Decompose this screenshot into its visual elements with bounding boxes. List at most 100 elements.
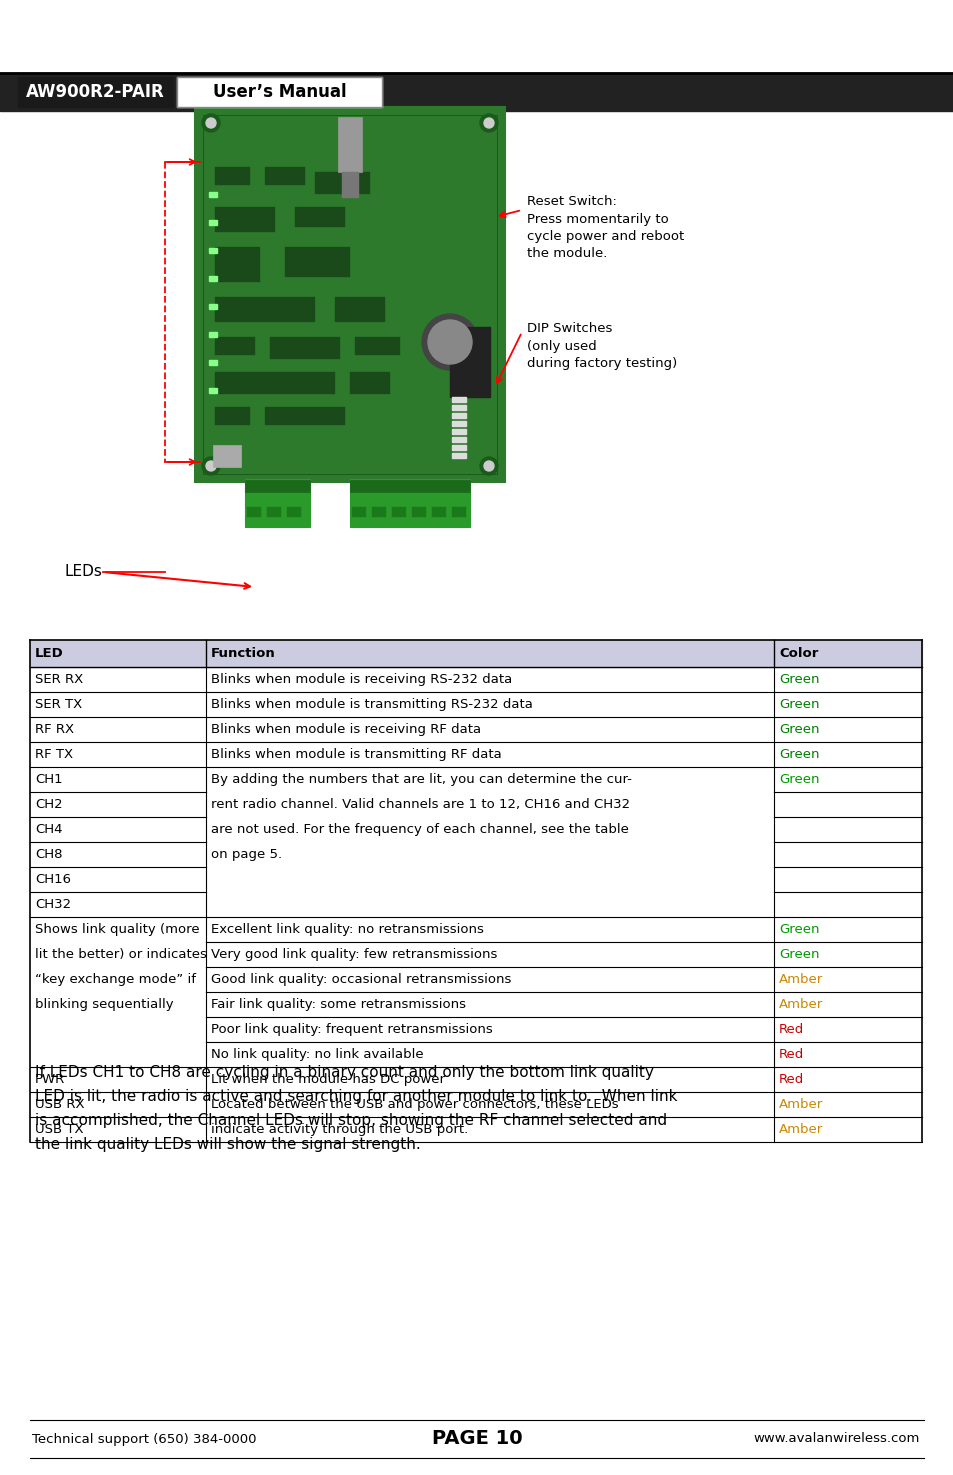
Bar xyxy=(265,407,345,425)
Text: LEDs: LEDs xyxy=(65,565,103,580)
Bar xyxy=(337,117,361,173)
Bar xyxy=(267,507,281,518)
Text: Amber: Amber xyxy=(778,974,822,985)
Text: LED is lit, the radio is active and searching for another module to link to.  Wh: LED is lit, the radio is active and sear… xyxy=(35,1089,677,1103)
Text: USB RX: USB RX xyxy=(35,1097,85,1111)
Circle shape xyxy=(479,114,497,131)
Text: SER TX: SER TX xyxy=(35,698,82,711)
Text: Located between the USB and power connectors, these LEDs: Located between the USB and power connec… xyxy=(211,1097,618,1111)
Text: Fair link quality: some retransmissions: Fair link quality: some retransmissions xyxy=(211,999,465,1010)
Bar xyxy=(177,77,381,108)
Text: CH8: CH8 xyxy=(35,848,63,861)
Text: RF TX: RF TX xyxy=(35,748,73,761)
Bar xyxy=(194,108,504,482)
Bar xyxy=(335,296,385,322)
Text: PAGE 10: PAGE 10 xyxy=(432,1429,521,1448)
Text: Amber: Amber xyxy=(778,999,822,1010)
Circle shape xyxy=(202,114,220,131)
Bar xyxy=(30,968,921,993)
Bar xyxy=(30,917,921,943)
Circle shape xyxy=(206,462,215,471)
Bar xyxy=(214,296,314,322)
Circle shape xyxy=(206,118,215,128)
Bar xyxy=(287,507,301,518)
Bar xyxy=(30,842,921,867)
Text: Amber: Amber xyxy=(778,1097,822,1111)
Text: AW900R2-PAIR: AW900R2-PAIR xyxy=(26,83,165,100)
Text: USB TX: USB TX xyxy=(35,1122,84,1136)
Bar xyxy=(245,479,310,493)
Bar xyxy=(452,397,465,403)
Circle shape xyxy=(483,118,494,128)
Bar xyxy=(209,248,216,254)
Text: CH16: CH16 xyxy=(35,873,71,886)
Bar xyxy=(209,304,216,308)
Text: Green: Green xyxy=(778,923,819,937)
Bar xyxy=(350,479,470,493)
Text: Color: Color xyxy=(778,648,818,659)
Bar xyxy=(355,336,399,355)
Text: Good link quality: occasional retransmissions: Good link quality: occasional retransmis… xyxy=(211,974,511,985)
Text: the link quality LEDs will show the signal strength.: the link quality LEDs will show the sign… xyxy=(35,1137,420,1152)
Text: Red: Red xyxy=(778,1049,803,1061)
Text: Function: Function xyxy=(211,648,275,659)
Text: PWR: PWR xyxy=(35,1072,65,1086)
Bar xyxy=(214,246,260,282)
Text: blinking sequentially: blinking sequentially xyxy=(35,999,173,1010)
Text: rent radio channel. Valid channels are 1 to 12, CH16 and CH32: rent radio channel. Valid channels are 1… xyxy=(211,798,629,811)
Bar xyxy=(213,445,241,468)
Text: Blinks when module is receiving RS-232 data: Blinks when module is receiving RS-232 d… xyxy=(211,673,512,686)
Bar xyxy=(0,72,953,111)
Text: CH4: CH4 xyxy=(35,823,63,836)
Text: is accomplished, the Channel LEDs will stop, showing the RF channel selected and: is accomplished, the Channel LEDs will s… xyxy=(35,1114,666,1128)
Bar xyxy=(30,717,921,742)
Bar xyxy=(209,192,216,198)
Text: Shows link quality (more: Shows link quality (more xyxy=(35,923,199,937)
Text: LED: LED xyxy=(35,648,64,659)
Text: Reset Switch:: Reset Switch: xyxy=(526,195,617,208)
Text: the module.: the module. xyxy=(526,246,607,260)
Bar xyxy=(209,220,216,226)
Bar xyxy=(30,892,921,917)
Text: By adding the numbers that are lit, you can determine the cur-: By adding the numbers that are lit, you … xyxy=(211,773,631,786)
Bar xyxy=(314,173,370,195)
Bar xyxy=(341,173,357,198)
Bar xyxy=(18,77,172,108)
Text: Green: Green xyxy=(778,723,819,736)
Bar xyxy=(270,336,339,358)
Text: are not used. For the frequency of each channel, see the table: are not used. For the frequency of each … xyxy=(211,823,628,836)
Bar xyxy=(214,407,250,425)
Bar xyxy=(30,742,921,767)
Bar xyxy=(209,332,216,336)
Bar xyxy=(30,692,921,717)
Bar xyxy=(214,167,250,184)
Text: cycle power and reboot: cycle power and reboot xyxy=(526,230,683,243)
Bar xyxy=(247,507,261,518)
Text: during factory testing): during factory testing) xyxy=(526,357,677,370)
Circle shape xyxy=(421,314,477,370)
Bar xyxy=(177,77,381,108)
Bar xyxy=(452,507,465,518)
Text: CH1: CH1 xyxy=(35,773,63,786)
Bar xyxy=(350,372,390,394)
Text: Blinks when module is transmitting RS-232 data: Blinks when module is transmitting RS-23… xyxy=(211,698,532,711)
Bar xyxy=(30,767,921,792)
Circle shape xyxy=(479,457,497,475)
Bar xyxy=(30,1016,921,1041)
Bar xyxy=(450,327,490,397)
Text: CH2: CH2 xyxy=(35,798,63,811)
Bar xyxy=(30,1066,921,1092)
Bar xyxy=(392,507,406,518)
Bar xyxy=(30,640,921,667)
Bar xyxy=(285,246,350,277)
Bar xyxy=(209,388,216,392)
Text: Green: Green xyxy=(778,673,819,686)
Text: Lit when the module has DC power: Lit when the module has DC power xyxy=(211,1072,444,1086)
Bar xyxy=(30,817,921,842)
Bar xyxy=(214,336,254,355)
Bar xyxy=(452,445,465,450)
Text: Green: Green xyxy=(778,698,819,711)
Text: Red: Red xyxy=(778,1024,803,1035)
Bar xyxy=(203,115,497,473)
Text: on page 5.: on page 5. xyxy=(211,848,281,861)
